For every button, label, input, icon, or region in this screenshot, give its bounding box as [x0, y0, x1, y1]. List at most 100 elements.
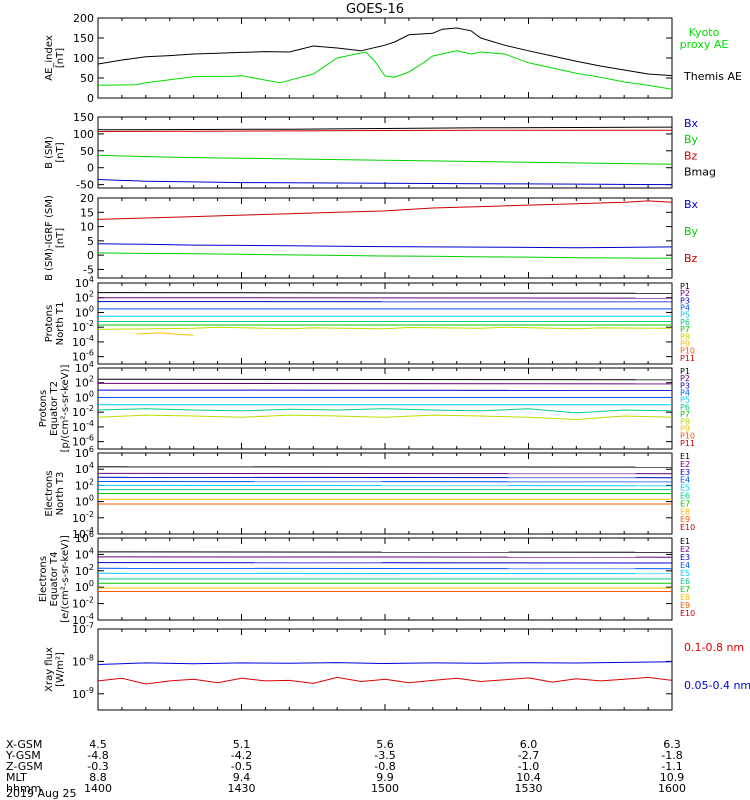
series-group — [98, 126, 672, 186]
x-row-value: 4.5 — [89, 738, 107, 751]
y-tick-label: 10-2 — [72, 404, 94, 419]
y-tick-label: 100 — [75, 579, 94, 594]
y-tick-label: 50 — [80, 145, 94, 158]
y-tick-label: 10-2 — [72, 319, 94, 334]
x-row-value: -0.8 — [374, 760, 395, 773]
series-line-p8 — [98, 326, 672, 330]
x-row-value: 9.9 — [376, 771, 394, 784]
legend-entry: E6 — [680, 577, 690, 586]
series-line-p6 — [98, 408, 672, 414]
x-row-value: -4.8 — [87, 749, 108, 762]
x-row-value: 10.9 — [660, 771, 685, 784]
y-tick-label: 150 — [73, 111, 94, 124]
legend-entry: E4 — [680, 476, 690, 485]
legend-entry: Bmag — [684, 165, 716, 178]
legend-entry: Bx — [684, 117, 699, 130]
series-line-kyoto-proxy-ae — [98, 50, 672, 90]
legend-entry: E6 — [680, 492, 690, 501]
y-axis-label: Equator T2 — [49, 381, 60, 436]
legend-entry: By — [684, 225, 699, 238]
y-tick-label: 10-2 — [72, 596, 94, 611]
y-tick-label: 102 — [75, 563, 94, 578]
legend-entry: E8 — [680, 593, 690, 602]
legend-entry: Themis AE — [683, 70, 742, 83]
y-tick-label: 102 — [75, 477, 94, 492]
x-row-value: -0.5 — [231, 760, 252, 773]
x-row-label: Z-GSM — [6, 760, 43, 773]
legend-entry: E5 — [680, 484, 690, 493]
series-line-p9 — [136, 332, 194, 336]
y-tick-label: 104 — [75, 461, 94, 476]
y-tick-label: 100 — [75, 304, 94, 319]
x-row-value: 5.1 — [233, 738, 251, 751]
y-tick-label: 15 — [80, 206, 94, 219]
legend-entry: P10 — [680, 347, 695, 356]
legend-entry: P2 — [680, 374, 690, 383]
x-row-value: -1.8 — [661, 749, 682, 762]
x-row-value: 10.4 — [516, 771, 541, 784]
legend-entry: E7 — [680, 499, 690, 508]
series-line-p2 — [98, 382, 672, 385]
x-row-value: 8.8 — [89, 771, 107, 784]
x-row-value: -1.0 — [518, 760, 539, 773]
y-tick-label: 104 — [75, 546, 94, 561]
y-axis-label: [W/m²] — [55, 652, 66, 687]
series-line-0.05-0.4-nm — [98, 661, 672, 665]
y-axis-label: [p/(cm²-s-sr-keV)] — [60, 365, 71, 453]
legend-entry: P2 — [680, 289, 690, 298]
series-line-p1 — [98, 292, 672, 294]
legend-entry: P5 — [680, 311, 690, 320]
series-line-themis-ae — [98, 27, 672, 77]
panel-2: -50 0 50 100 150 B (SM) [nT] Bx By Bz Bmag — [44, 111, 716, 192]
legend-entry: P11 — [680, 354, 695, 363]
y-tick-label: 20 — [80, 192, 94, 205]
x-row-value: 1400 — [84, 782, 112, 795]
y-tick-label: 0 — [87, 162, 94, 175]
y-tick-label: 100 — [73, 128, 94, 141]
legend-entry: P5 — [680, 396, 690, 405]
y-tick-label: 104 — [75, 275, 94, 290]
y-tick-label: 102 — [75, 290, 94, 305]
series-group — [98, 200, 672, 259]
y-tick-label: 0 — [87, 92, 94, 105]
legend-entry: By — [684, 133, 699, 146]
y-axis-label: B (SM) — [44, 136, 55, 169]
legend-entry: P4 — [680, 304, 690, 313]
series-line-0.1-0.8-nm — [98, 676, 672, 685]
legend-entry: Bx — [684, 198, 699, 211]
series-group — [98, 378, 672, 421]
y-tick-label: 10 — [80, 221, 94, 234]
legend-entry: P7 — [680, 325, 690, 334]
x-row-value: -0.3 — [87, 760, 108, 773]
series-group — [98, 551, 672, 592]
y-axis-label: Protons — [38, 390, 49, 427]
panel-frame — [97, 17, 673, 99]
y-axis-label: AE_index — [44, 35, 55, 81]
legend-entry: 0.05-0.4 nm — [684, 679, 750, 692]
y-axis-label: B (SM)-IGRF (SM) — [44, 195, 55, 281]
y-tick-label: 5 — [87, 235, 94, 248]
y-tick-label: 50 — [80, 72, 94, 85]
series-group — [98, 661, 672, 685]
y-axis-label: North T3 — [55, 472, 66, 516]
x-row-value: -1.1 — [661, 760, 682, 773]
series-line-bx — [98, 179, 672, 186]
x-row-value: 1500 — [371, 782, 399, 795]
y-axis-label: [nT] — [55, 228, 66, 248]
legend-entry: P1 — [680, 367, 690, 376]
y-axis-label: Xray flux — [44, 647, 55, 692]
legend-entry: P11 — [680, 439, 695, 448]
series-group — [98, 292, 672, 336]
y-axis-label: [nT] — [55, 48, 66, 68]
legend-entry: E3 — [680, 468, 690, 477]
series-line-bz — [98, 129, 672, 132]
x-row-value: 1530 — [515, 782, 543, 795]
series-group — [98, 27, 672, 90]
y-tick-label: 150 — [73, 32, 94, 45]
y-axis-label: [nT] — [55, 142, 66, 162]
y-tick-label: 10-4 — [72, 334, 94, 349]
x-row-value: -2.7 — [518, 749, 539, 762]
